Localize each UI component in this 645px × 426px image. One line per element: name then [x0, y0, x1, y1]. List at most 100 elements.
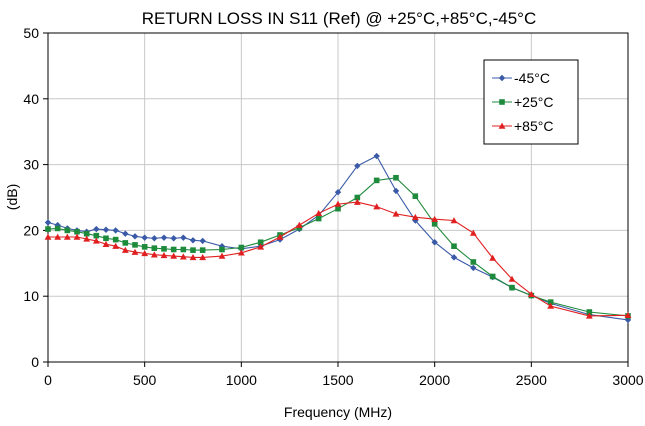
data-point	[131, 248, 139, 255]
data-point	[170, 235, 177, 242]
y-tick-label: 20	[23, 222, 39, 238]
legend-item: +85°C	[492, 118, 553, 134]
data-point	[44, 219, 52, 226]
data-point	[92, 237, 100, 244]
data-point	[450, 217, 458, 224]
data-point	[315, 215, 322, 222]
data-point	[586, 309, 593, 315]
data-point	[547, 302, 555, 309]
x-tick-label: 0	[44, 372, 52, 388]
data-point	[151, 245, 158, 251]
x-tick-label: 3000	[612, 372, 643, 388]
y-tick-label: 50	[23, 25, 39, 41]
data-point	[335, 205, 341, 212]
data-point	[373, 177, 380, 184]
legend-item: +25°C	[492, 94, 553, 110]
legend-label: -45°C	[514, 70, 550, 86]
data-point	[141, 244, 148, 250]
data-point	[238, 244, 245, 251]
data-point	[189, 237, 197, 244]
chart-title: RETURN LOSS IN S11 (Ref) @ +25°C,+85°C,-…	[142, 9, 536, 28]
data-point	[469, 229, 477, 236]
data-point	[219, 246, 225, 253]
data-point	[334, 200, 342, 207]
y-tick-label: 10	[23, 288, 39, 304]
data-point	[170, 252, 178, 259]
x-tick-label: 1500	[322, 372, 353, 388]
data-point	[54, 225, 61, 232]
data-point	[103, 235, 109, 242]
data-point	[102, 226, 110, 233]
y-tick-label: 30	[23, 157, 39, 173]
data-point	[624, 311, 632, 319]
data-point	[547, 299, 554, 305]
legend-marker	[498, 122, 506, 129]
data-point	[102, 240, 110, 247]
data-point	[160, 252, 168, 259]
data-point	[83, 230, 90, 237]
axes: 0 500 1000 1500 2000 2500 3000 0 10 20 30 40 50	[23, 25, 643, 388]
data-point	[353, 198, 361, 205]
data-point	[257, 239, 264, 246]
data-point	[392, 210, 400, 217]
data-point	[112, 236, 119, 243]
data-point	[189, 253, 197, 261]
legend-marker	[499, 99, 505, 105]
y-tick-label: 0	[31, 354, 39, 370]
data-point	[393, 174, 399, 181]
data-point	[132, 242, 138, 248]
data-point	[489, 273, 496, 280]
legend-item: -45°C	[492, 70, 550, 86]
data-point	[450, 254, 458, 261]
data-point	[431, 215, 439, 222]
data-point	[237, 249, 245, 256]
data-point	[160, 234, 168, 241]
data-point	[122, 230, 129, 237]
data-point	[373, 152, 380, 160]
legend-label: +25°C	[514, 94, 553, 110]
data-point	[44, 233, 52, 240]
data-point	[585, 312, 593, 319]
data-point	[527, 290, 535, 297]
data-point	[354, 162, 361, 170]
x-axis-title: Frequency (MHz)	[284, 404, 392, 420]
data-point	[93, 225, 100, 233]
data-point	[199, 247, 206, 253]
y-axis-title: (dB)	[4, 184, 20, 210]
data-point	[412, 193, 419, 199]
data-point	[257, 243, 265, 250]
data-point	[63, 233, 71, 240]
data-point	[180, 246, 187, 253]
data-point	[93, 232, 100, 239]
data-point	[470, 264, 477, 272]
data-point	[161, 246, 167, 252]
data-point	[334, 189, 342, 196]
data-point	[218, 252, 226, 259]
legend-marker	[498, 74, 506, 82]
data-point	[151, 235, 158, 242]
series-lines	[44, 152, 632, 324]
data-point	[150, 251, 158, 258]
data-point	[315, 209, 323, 217]
data-point	[64, 227, 71, 234]
data-point	[121, 246, 129, 253]
data-point	[411, 213, 419, 220]
data-point	[122, 240, 129, 246]
x-tick-label: 500	[133, 372, 157, 388]
data-point	[179, 253, 187, 260]
series-2	[45, 174, 631, 319]
data-point	[199, 253, 207, 261]
data-point	[73, 233, 81, 240]
data-point	[74, 228, 80, 235]
data-point	[141, 234, 148, 241]
legend-label: +85°C	[514, 118, 553, 134]
data-point	[451, 243, 457, 249]
data-point	[489, 254, 497, 261]
x-tick-label: 2500	[516, 372, 547, 388]
data-point	[431, 221, 438, 227]
series-3	[44, 198, 632, 319]
data-point	[392, 187, 400, 195]
data-point	[45, 226, 51, 232]
data-point	[276, 233, 284, 240]
